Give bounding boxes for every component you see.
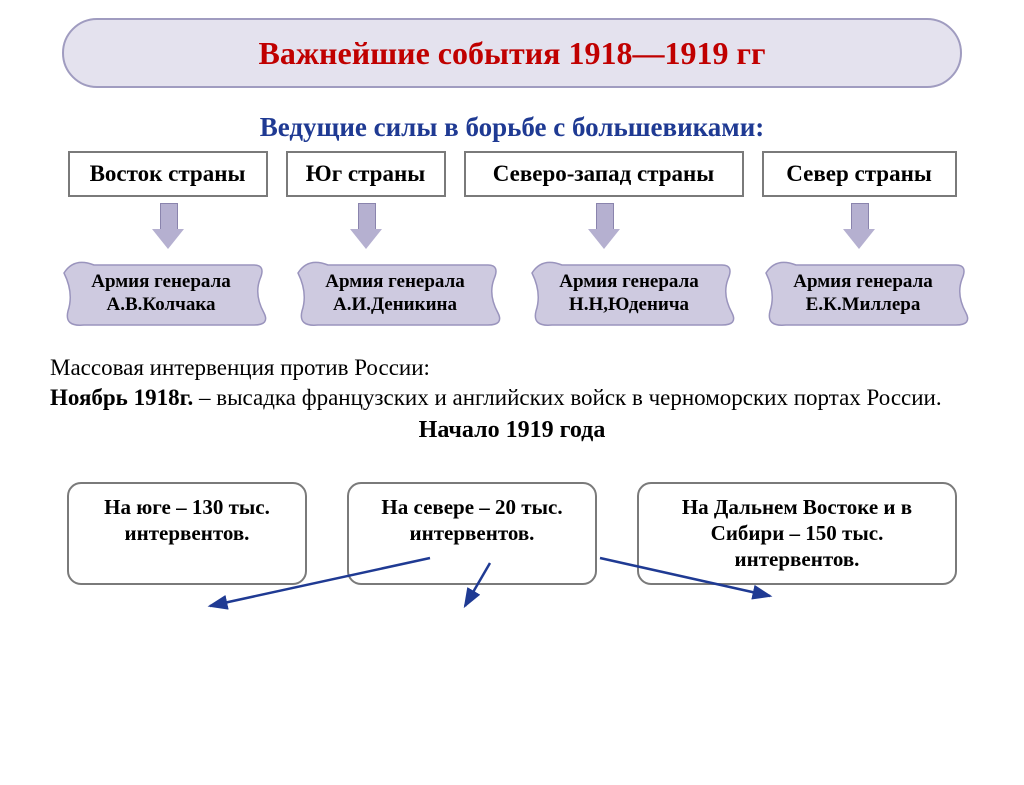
para-bold: Ноябрь 1918г. [50,385,193,410]
ribbon-label: Армия генерала А.И.Деникина [288,255,502,333]
para-line1: Массовая интервенция против России: [50,355,430,380]
arrow-down-icon [152,203,184,251]
arrow-down-icon [843,203,875,251]
main-title: Важнейшие события 1918—1919 гг [259,35,766,72]
info-label: На юге – 130 тыс. интервентов. [104,495,270,545]
ribbon-label: Армия генерала Е.К.Миллера [756,255,970,333]
intervention-paragraph: Массовая интервенция против России: Нояб… [50,353,974,413]
arrows-row [0,203,1024,251]
info-north: На севере – 20 тыс. интервентов. [347,482,597,585]
ribbon-denikin: Армия генерала А.И.Деникина [288,255,502,333]
region-east: Восток страны [68,151,268,197]
info-fareast: На Дальнем Востоке и в Сибири – 150 тыс.… [637,482,957,585]
info-label: На Дальнем Востоке и в Сибири – 150 тыс.… [682,495,912,572]
region-northwest: Северо-запад страны [464,151,744,197]
center-label: Начало 1919 года [0,417,1024,444]
region-north: Север страны [762,151,957,197]
title-banner: Важнейшие события 1918—1919 гг [62,18,962,88]
region-south: Юг страны [286,151,446,197]
ribbon-label: Армия генерала А.В.Колчака [54,255,268,333]
ribbon-yudenich: Армия генерала Н.Н,Юденича [522,255,736,333]
arrow-down-icon [588,203,620,251]
regions-row: Восток страны Юг страны Северо-запад стр… [0,151,1024,197]
ribbon-miller: Армия генерала Е.К.Миллера [756,255,970,333]
arrow-down-icon [350,203,382,251]
ribbon-kolchak: Армия генерала А.В.Колчака [54,255,268,333]
info-label: На севере – 20 тыс. интервентов. [381,495,562,545]
ribbon-label: Армия генерала Н.Н,Юденича [522,255,736,333]
info-south: На юге – 130 тыс. интервентов. [67,482,307,585]
para-rest: – высадка французских и английских войск… [193,385,941,410]
ribbons-row: Армия генерала А.В.Колчака Армия генерал… [0,255,1024,333]
bottom-row: На юге – 130 тыс. интервентов. На севере… [0,482,1024,585]
subtitle: Ведущие силы в борьбе с большевиками: [0,112,1024,143]
